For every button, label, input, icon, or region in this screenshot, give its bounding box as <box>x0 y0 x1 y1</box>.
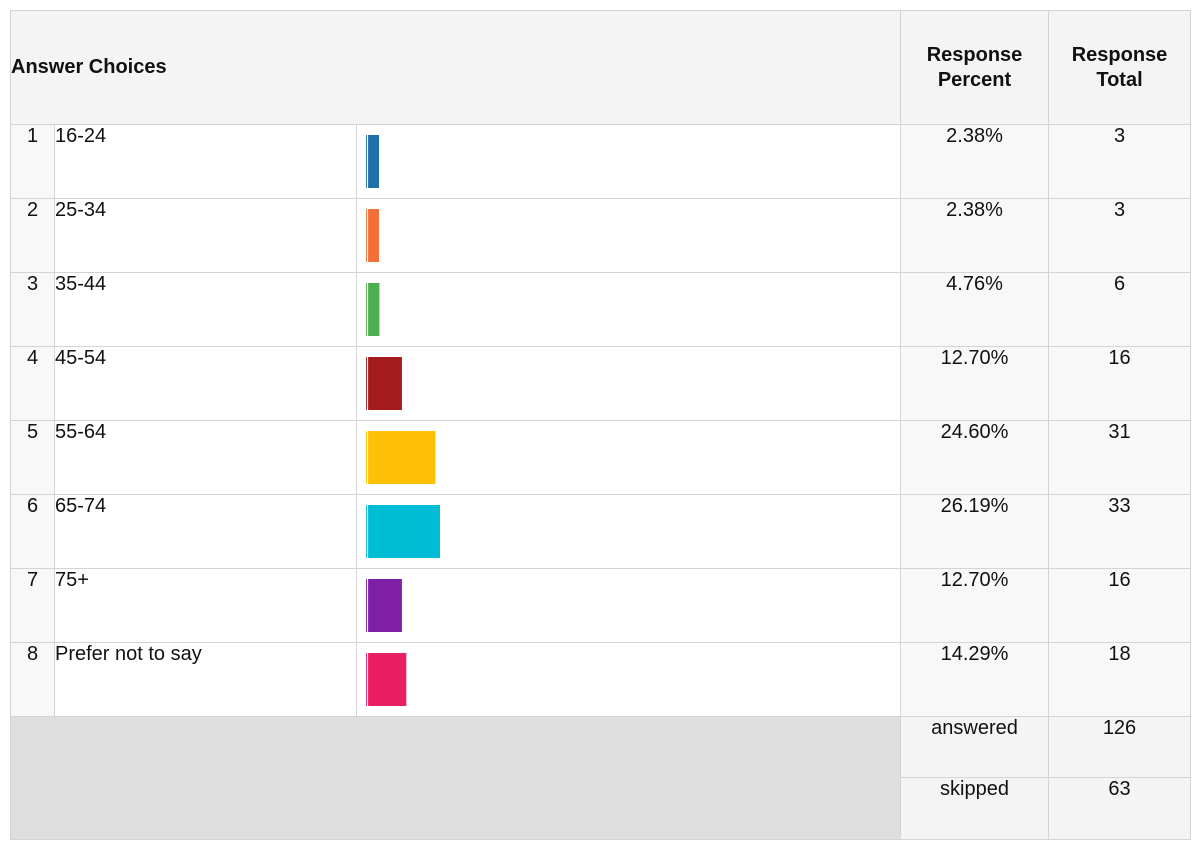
table-row: 3 35-44 4.76% 6 <box>10 272 1191 347</box>
response-percent-value: 26.19% <box>900 494 1049 569</box>
answer-choice-label: 65-74 <box>54 494 357 569</box>
answer-choices-header: Answer Choices <box>10 10 901 125</box>
answered-row: answered 126 <box>10 716 1191 840</box>
table-row: 5 55-64 24.60% 31 <box>10 420 1191 495</box>
response-total-value: 16 <box>1048 568 1191 643</box>
response-total-value: 3 <box>1048 198 1191 273</box>
response-percent-value: 2.38% <box>900 198 1049 273</box>
row-number: 2 <box>10 198 55 273</box>
response-percent-value: 24.60% <box>900 420 1049 495</box>
row-number: 7 <box>10 568 55 643</box>
bar-chart-svg <box>366 135 379 188</box>
bar-chart-svg <box>366 431 436 484</box>
skipped-value: 63 <box>1048 777 1191 840</box>
response-total-header: Response Total <box>1048 10 1191 125</box>
response-percent-value: 4.76% <box>900 272 1049 347</box>
response-percent-value: 12.70% <box>900 568 1049 643</box>
row-number: 6 <box>10 494 55 569</box>
answer-choice-label: 45-54 <box>54 346 357 421</box>
response-total-value: 6 <box>1048 272 1191 347</box>
bar-chart-svg <box>366 505 440 558</box>
response-percent-value: 12.70% <box>900 346 1049 421</box>
table-row: 1 16-24 2.38% 3 <box>10 124 1191 199</box>
answered-value: 126 <box>1048 716 1191 778</box>
response-total-value: 31 <box>1048 420 1191 495</box>
response-percent-header: Response Percent <box>900 10 1049 125</box>
answer-choice-label: Prefer not to say <box>54 642 357 717</box>
bar-cell <box>356 346 901 421</box>
bar-45-54 <box>366 357 402 410</box>
bar-cell <box>356 198 901 273</box>
bar-cell <box>356 568 901 643</box>
summary-blank-area <box>10 716 901 840</box>
bar-chart-svg <box>366 653 407 706</box>
bar-55-64 <box>366 431 436 484</box>
response-percent-value: 14.29% <box>900 642 1049 717</box>
survey-results-table: Answer Choices Response Percent Response… <box>10 10 1191 840</box>
bar-35-44 <box>366 283 380 336</box>
row-number: 4 <box>10 346 55 421</box>
row-number: 5 <box>10 420 55 495</box>
response-total-value: 33 <box>1048 494 1191 569</box>
bar-chart-svg <box>366 209 379 262</box>
response-percent-header-line2: Percent <box>937 68 1012 91</box>
header-row: Answer Choices Response Percent Response… <box>10 10 1191 125</box>
bar-16-24 <box>366 135 379 188</box>
skipped-label: skipped <box>900 777 1049 840</box>
row-number: 3 <box>10 272 55 347</box>
response-total-value: 18 <box>1048 642 1191 717</box>
row-number: 1 <box>10 124 55 199</box>
answer-choice-label: 16-24 <box>54 124 357 199</box>
bar-cell <box>356 420 901 495</box>
table-row: 6 65-74 26.19% 33 <box>10 494 1191 569</box>
response-percent-value: 2.38% <box>900 124 1049 199</box>
bar-cell <box>356 494 901 569</box>
skipped-row: skipped 63 <box>11 777 1191 840</box>
bar-25-34 <box>366 209 379 262</box>
response-percent-header-line1: Response <box>926 43 1023 66</box>
table-row: 8 Prefer not to say 14.29% 18 <box>10 642 1191 717</box>
response-total-header-line1: Response <box>1071 43 1168 66</box>
bar-75- <box>366 579 402 632</box>
bar-65-74 <box>366 505 440 558</box>
bar-chart-svg <box>366 357 402 410</box>
answered-label: answered <box>900 716 1049 778</box>
answer-choice-label: 55-64 <box>54 420 357 495</box>
row-number: 8 <box>10 642 55 717</box>
bar-cell <box>356 642 901 717</box>
answer-choice-label: 35-44 <box>54 272 357 347</box>
bar-cell <box>356 124 901 199</box>
bar-chart-svg <box>366 283 380 336</box>
response-total-value: 16 <box>1048 346 1191 421</box>
response-total-value: 3 <box>1048 124 1191 199</box>
bar-prefer-not-to-say <box>366 653 407 706</box>
answer-choice-label: 25-34 <box>54 198 357 273</box>
table-row: 2 25-34 2.38% 3 <box>10 198 1191 273</box>
table-row: 4 45-54 12.70% 16 <box>10 346 1191 421</box>
table-row: 7 75+ 12.70% 16 <box>10 568 1191 643</box>
answer-choice-label: 75+ <box>54 568 357 643</box>
bar-chart-svg <box>366 579 402 632</box>
bar-cell <box>356 272 901 347</box>
response-total-header-line2: Total <box>1096 68 1143 91</box>
